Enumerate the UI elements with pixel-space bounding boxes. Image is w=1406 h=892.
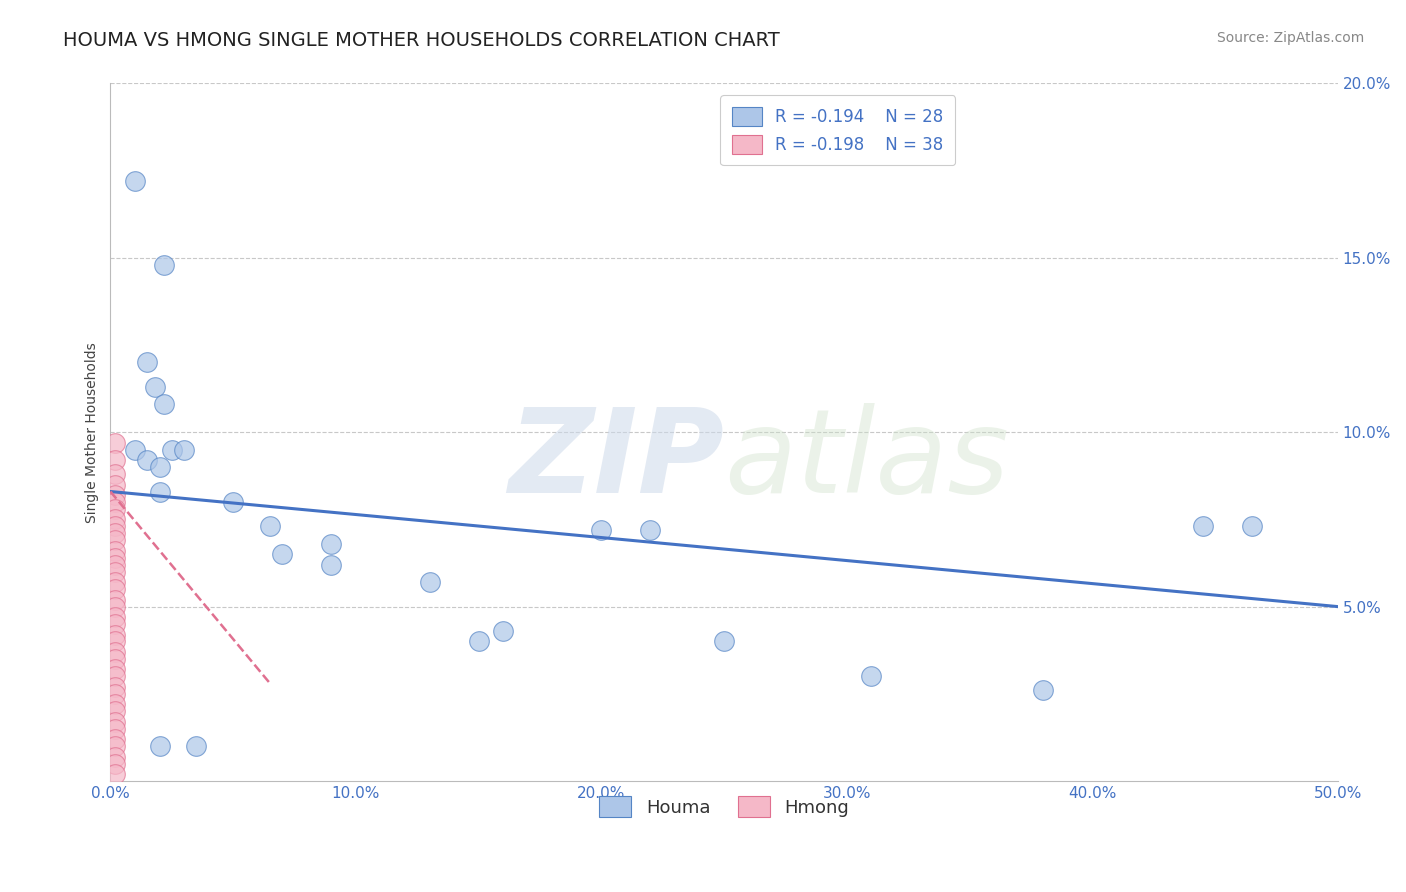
Y-axis label: Single Mother Households: Single Mother Households (86, 342, 100, 523)
Point (104, 519, 127, 533)
Point (271, 547, 294, 561)
Point (321, 558, 343, 572)
Point (104, 565, 127, 579)
Point (104, 662, 127, 676)
Point (143, 380, 166, 394)
Point (259, 519, 281, 533)
Point (104, 495, 127, 509)
Point (104, 698, 127, 712)
Point (104, 488, 127, 502)
Point (104, 477, 127, 491)
Point (640, 523, 662, 537)
Point (104, 687, 127, 701)
Point (104, 543, 127, 558)
Point (104, 680, 127, 694)
Point (104, 610, 127, 624)
Point (186, 739, 208, 753)
Point (104, 599, 127, 614)
Point (173, 442, 195, 457)
Point (104, 526, 127, 541)
Point (148, 484, 170, 499)
Point (104, 575, 127, 590)
Point (153, 397, 176, 411)
Point (321, 537, 343, 551)
Point (418, 575, 440, 590)
Point (713, 634, 735, 648)
Point (104, 627, 127, 641)
Point (104, 582, 127, 597)
Point (1032, 683, 1054, 698)
Point (104, 669, 127, 683)
Point (104, 502, 127, 516)
Point (104, 467, 127, 481)
Point (136, 453, 159, 467)
Point (104, 756, 127, 771)
Legend: Houma, Hmong: Houma, Hmong (592, 789, 856, 824)
Point (104, 592, 127, 607)
Point (1240, 519, 1263, 533)
Text: HOUMA VS HMONG SINGLE MOTHER HOUSEHOLDS CORRELATION CHART: HOUMA VS HMONG SINGLE MOTHER HOUSEHOLDS … (63, 31, 780, 50)
Point (104, 652, 127, 666)
Point (1191, 519, 1213, 533)
Point (104, 722, 127, 736)
Point (860, 669, 883, 683)
Point (492, 624, 515, 638)
Point (467, 634, 489, 648)
Point (104, 739, 127, 753)
Point (591, 523, 613, 537)
Point (104, 435, 127, 450)
Point (222, 495, 245, 509)
Point (104, 732, 127, 747)
Text: ZIP: ZIP (508, 402, 724, 517)
Point (153, 258, 176, 272)
Point (124, 174, 146, 188)
Point (148, 460, 170, 475)
Point (104, 714, 127, 729)
Point (104, 634, 127, 648)
Point (104, 645, 127, 659)
Point (104, 767, 127, 781)
Point (148, 739, 170, 753)
Point (124, 442, 146, 457)
Point (104, 704, 127, 718)
Text: Source: ZipAtlas.com: Source: ZipAtlas.com (1216, 31, 1364, 45)
Text: atlas: atlas (724, 403, 1010, 517)
Point (104, 533, 127, 548)
Point (160, 442, 183, 457)
Point (104, 453, 127, 467)
Point (104, 617, 127, 632)
Point (104, 558, 127, 572)
Point (104, 550, 127, 565)
Point (104, 749, 127, 764)
Point (104, 512, 127, 526)
Point (136, 355, 159, 369)
